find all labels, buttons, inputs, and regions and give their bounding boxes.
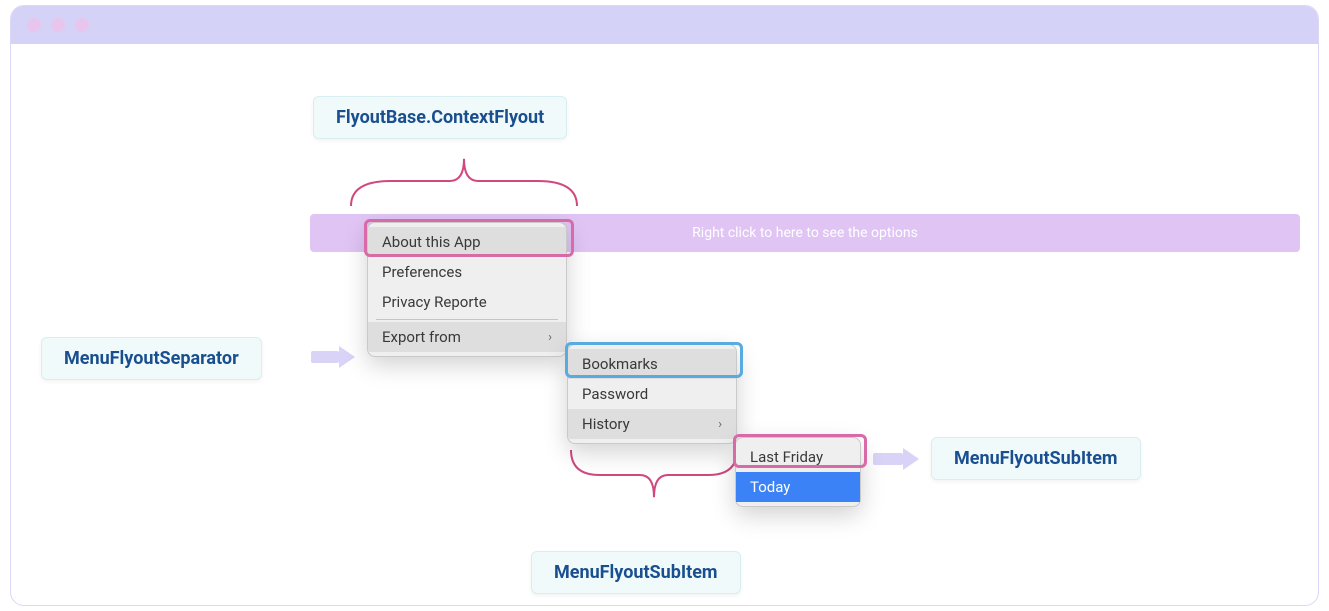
- callout-label: MenuFlyoutSeparator: [64, 348, 239, 369]
- brace-top: [349, 148, 579, 208]
- menu-item-label: Privacy Reporte: [382, 293, 487, 311]
- window-frame: Right click to here to see the options F…: [10, 5, 1319, 606]
- titlebar: [11, 6, 1318, 44]
- chevron-right-icon: ›: [548, 330, 552, 345]
- callout-label: MenuFlyoutSubItem: [554, 562, 718, 583]
- context-menu-level-1: About this App Preferences Privacy Reporte…: [367, 222, 567, 357]
- callout-context-flyout: FlyoutBase.ContextFlyout: [313, 96, 567, 139]
- traffic-light-dot: [51, 18, 65, 32]
- menu-item-label: About this App: [382, 233, 481, 251]
- menu-item[interactable]: Bookmarks: [568, 349, 736, 379]
- callout-menu-subitem-right: MenuFlyoutSubItem: [931, 437, 1141, 480]
- arrow-right: [873, 448, 919, 470]
- callout-label: MenuFlyoutSubItem: [954, 448, 1118, 469]
- traffic-light-dot: [27, 18, 41, 32]
- menu-item[interactable]: Last Friday: [736, 442, 860, 472]
- arrow-head-icon: [339, 346, 355, 368]
- callout-menu-separator: MenuFlyoutSeparator: [41, 337, 262, 380]
- menu-separator: [376, 319, 558, 320]
- menu-item-label: Preferences: [382, 263, 462, 281]
- callout-menu-subitem-bottom: MenuFlyoutSubItem: [531, 551, 741, 594]
- arrow-shaft: [311, 351, 339, 363]
- context-instruction-text: Right click to here to see the options: [692, 225, 918, 241]
- menu-item-label: Password: [582, 385, 648, 403]
- menu-item-label: History: [582, 415, 630, 433]
- callout-label: FlyoutBase.ContextFlyout: [336, 107, 544, 128]
- context-menu-level-2: Bookmarks Password History ›: [567, 344, 737, 444]
- menu-item[interactable]: Preferences: [368, 257, 566, 287]
- menu-item-label: Last Friday: [750, 448, 823, 466]
- brace-bottom: [569, 448, 739, 508]
- menu-item[interactable]: History ›: [568, 409, 736, 439]
- menu-item-label: Today: [750, 478, 790, 496]
- menu-item[interactable]: About this App: [368, 227, 566, 257]
- context-menu-level-3: Last Friday Today: [735, 437, 861, 507]
- arrow-left: [311, 346, 355, 368]
- menu-item-label: Export from: [382, 328, 461, 346]
- arrow-shaft: [873, 453, 903, 465]
- menu-item-label: Bookmarks: [582, 355, 658, 373]
- chevron-right-icon: ›: [718, 417, 722, 432]
- menu-item[interactable]: Export from ›: [368, 322, 566, 352]
- arrow-head-icon: [903, 448, 919, 470]
- menu-item[interactable]: Password: [568, 379, 736, 409]
- menu-item[interactable]: Today: [736, 472, 860, 502]
- traffic-light-dot: [75, 18, 89, 32]
- menu-item[interactable]: Privacy Reporte: [368, 287, 566, 317]
- diagram-canvas: Right click to here to see the options F…: [11, 44, 1318, 605]
